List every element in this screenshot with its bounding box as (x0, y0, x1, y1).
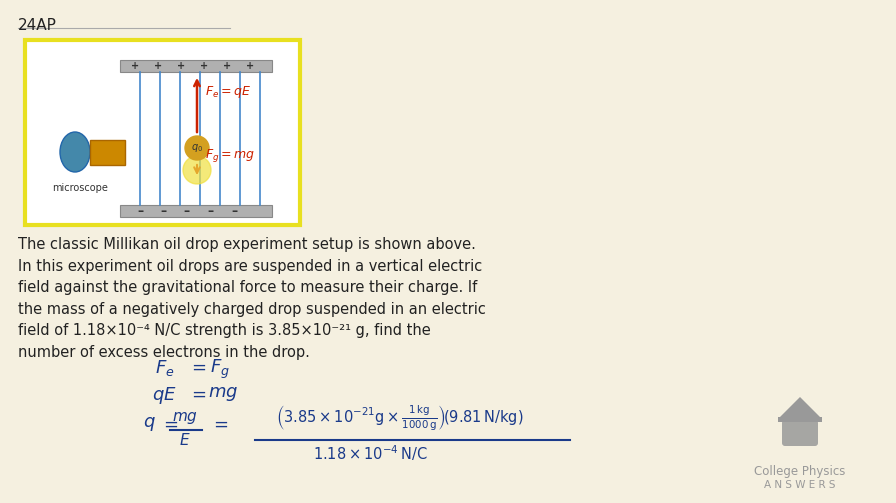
Text: $mg$: $mg$ (172, 410, 198, 426)
Text: +: + (154, 61, 162, 71)
Text: –: – (137, 205, 143, 217)
Text: The classic Millikan oil drop experiment setup is shown above.
In this experimen: The classic Millikan oil drop experiment… (18, 237, 486, 360)
Text: $F_e$: $F_e$ (155, 358, 175, 378)
Bar (778, 417, 822, 422)
Text: $\left(3.85\times10^{-21}\mathrm{g}\times\frac{1\,\mathrm{kg}}{1000\,\mathrm{g}}: $\left(3.85\times10^{-21}\mathrm{g}\time… (276, 404, 524, 434)
Bar (120, 60, 272, 72)
Bar (120, 205, 272, 217)
Text: –: – (160, 205, 166, 217)
Text: $=$: $=$ (160, 415, 178, 433)
Bar (90, 140, 125, 165)
Text: $mg$: $mg$ (208, 385, 238, 403)
Text: +: + (223, 61, 231, 71)
Text: –: – (231, 205, 237, 217)
Text: +: + (177, 61, 185, 71)
Text: microscope: microscope (52, 183, 108, 193)
Text: College Physics: College Physics (754, 465, 846, 478)
Text: $q_0$: $q_0$ (191, 142, 203, 154)
Text: –: – (207, 205, 213, 217)
Text: $qE$: $qE$ (152, 385, 177, 406)
Text: $F_e = qE$: $F_e = qE$ (205, 84, 251, 100)
Ellipse shape (60, 132, 90, 172)
Text: A N S W E R S: A N S W E R S (764, 480, 836, 490)
Text: $q$: $q$ (143, 415, 156, 433)
Text: +: + (200, 61, 208, 71)
Circle shape (185, 136, 209, 160)
Text: +: + (246, 61, 254, 71)
Text: –: – (183, 205, 189, 217)
Text: $F_g$: $F_g$ (210, 358, 230, 381)
Polygon shape (780, 397, 820, 417)
Text: $=$: $=$ (210, 415, 228, 433)
FancyBboxPatch shape (782, 420, 818, 446)
Text: $F_g = mg$: $F_g = mg$ (205, 147, 255, 164)
Text: +: + (131, 61, 139, 71)
Text: $=$: $=$ (188, 385, 207, 403)
Text: $E$: $E$ (179, 432, 191, 448)
Circle shape (183, 156, 211, 184)
Text: $=$: $=$ (188, 358, 207, 376)
FancyBboxPatch shape (25, 40, 300, 225)
Text: 24AP: 24AP (18, 18, 56, 33)
Text: $1.18\times10^{-4}\,\mathrm{N/C}$: $1.18\times10^{-4}\,\mathrm{N/C}$ (313, 443, 427, 463)
